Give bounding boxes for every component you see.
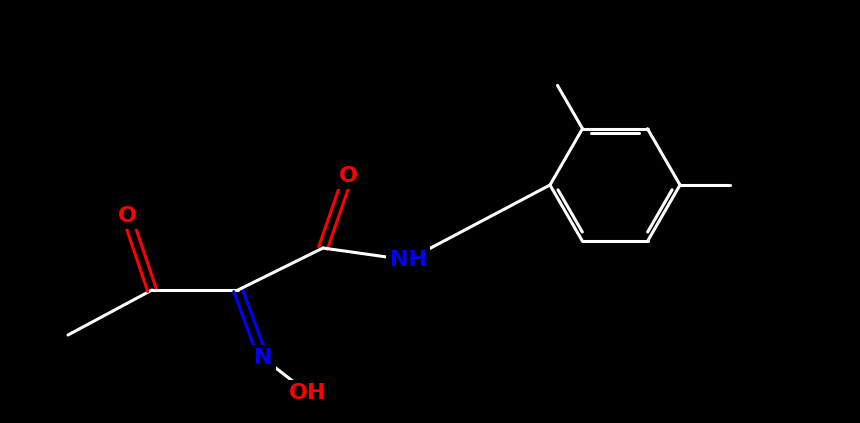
Text: NH: NH <box>390 250 427 270</box>
Text: N: N <box>254 348 273 368</box>
Text: OH: OH <box>289 383 327 403</box>
Text: O: O <box>118 206 137 226</box>
Text: O: O <box>339 166 358 186</box>
